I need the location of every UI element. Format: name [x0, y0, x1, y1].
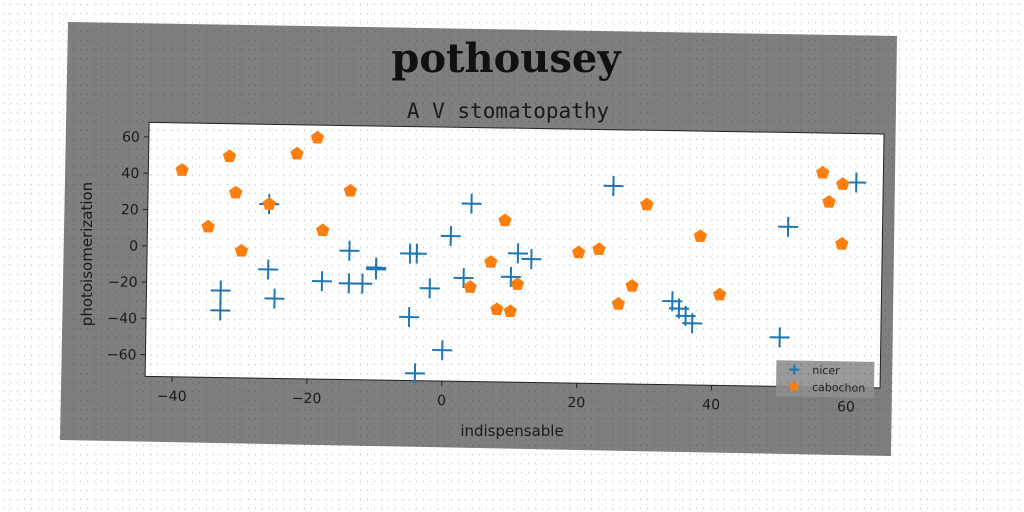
data-point-nicer — [603, 175, 624, 196]
data-point-nicer — [352, 273, 373, 294]
data-point-cabochon — [463, 280, 477, 293]
data-point-cabochon — [611, 296, 626, 310]
data-point-nicer — [399, 307, 420, 328]
data-point-nicer — [682, 313, 703, 334]
data-point-cabochon — [693, 229, 708, 243]
data-point-cabochon — [262, 197, 276, 210]
data-point-cabochon — [572, 245, 586, 259]
data-point-nicer — [778, 216, 799, 237]
x-tick-label: −40 — [157, 389, 187, 405]
data-point-nicer — [210, 280, 231, 301]
data-point-nicer — [846, 172, 867, 193]
legend-symbol-cabochon — [789, 381, 799, 391]
x-tick-label: 0 — [437, 393, 446, 409]
plot-area: −40 −20 0 20 40 60 −60 −40 −20 0 20 40 60 nicer cabo… — [107, 121, 885, 416]
data-point-cabochon — [316, 223, 330, 237]
series-cabochon — [175, 130, 850, 318]
data-point-nicer — [404, 363, 425, 384]
data-point-cabochon — [835, 236, 849, 250]
data-point-nicer — [210, 300, 231, 321]
data-point-nicer — [366, 257, 387, 278]
y-tick-label: 20 — [121, 202, 139, 218]
data-point-cabochon — [229, 185, 243, 199]
data-point-nicer — [769, 327, 790, 348]
legend-marker-nicer — [789, 364, 800, 375]
data-point-cabochon — [490, 302, 504, 316]
data-point-cabochon — [625, 279, 639, 292]
data-point-nicer — [419, 278, 440, 299]
data-point-nicer — [339, 240, 360, 261]
data-point-cabochon — [175, 163, 189, 176]
y-tick-label: −60 — [107, 347, 137, 363]
x-tick-label: 20 — [567, 395, 585, 411]
data-point-nicer — [500, 266, 521, 287]
y-tick-label: −20 — [108, 274, 138, 290]
legend-symbol-nicer — [789, 364, 800, 375]
data-point-cabochon — [822, 195, 836, 208]
data-point-cabochon — [816, 165, 830, 179]
data-point-cabochon — [201, 219, 215, 233]
y-tick-label: −40 — [107, 311, 137, 327]
data-point-nicer — [453, 267, 474, 288]
data-point-nicer — [507, 243, 528, 264]
x-tick-label: 60 — [837, 399, 855, 415]
legend-box — [775, 360, 875, 398]
data-point-cabochon — [343, 183, 358, 197]
chart-title: pothousey — [391, 35, 622, 82]
y-tick-label: 60 — [122, 130, 140, 146]
data-point-nicer — [311, 271, 332, 292]
data-point-nicer — [258, 259, 279, 280]
x-tick-label: −20 — [292, 391, 322, 407]
data-point-nicer — [521, 249, 542, 270]
data-point-cabochon — [498, 213, 512, 227]
data-point-cabochon — [713, 287, 727, 301]
data-point-cabochon — [310, 130, 325, 144]
data-point-cabochon — [234, 243, 249, 257]
y-axis-label: photoisomerization — [78, 182, 96, 326]
data-point-cabochon — [640, 197, 654, 211]
data-point-cabochon — [592, 242, 606, 255]
data-point-cabochon — [836, 177, 850, 190]
chart-subtitle: A V stomatopathy — [407, 99, 609, 123]
data-point-nicer — [432, 340, 453, 361]
legend-label-nicer: nicer — [812, 364, 840, 377]
data-point-cabochon — [484, 255, 498, 268]
data-point-cabochon — [290, 146, 304, 160]
y-tick-label: 0 — [129, 239, 138, 255]
data-point-cabochon — [503, 304, 518, 318]
data-point-cabochon — [510, 277, 525, 290]
data-point-nicer — [264, 288, 285, 309]
x-axis-label: indispensable — [460, 422, 563, 440]
legend: nicer cabochon — [775, 360, 875, 398]
data-point-cabochon — [222, 149, 237, 163]
data-point-nicer — [406, 243, 427, 264]
legend-label-cabochon: cabochon — [812, 381, 865, 395]
data-point-nicer — [461, 193, 482, 214]
data-point-nicer — [440, 226, 461, 247]
y-tick-label: 40 — [121, 166, 139, 182]
series-nicer — [210, 172, 867, 384]
legend-marker-cabochon — [789, 381, 799, 391]
axes-background — [144, 121, 885, 389]
x-tick-label: 40 — [702, 397, 720, 413]
